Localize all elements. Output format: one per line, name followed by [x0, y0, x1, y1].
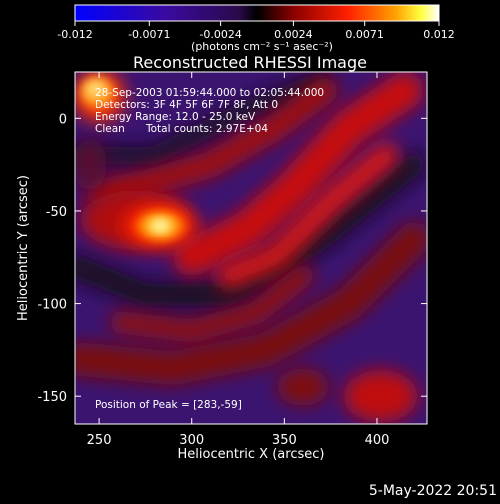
colorbar-tick-label: 0.012	[423, 28, 455, 41]
emission-band	[173, 72, 424, 276]
y-axis-label: Heliocentric Y (arcsec)	[16, 175, 31, 321]
x-tick-label: 350	[272, 433, 297, 448]
heatmap-image	[75, 72, 427, 423]
colorbar-tick-label: -0.0071	[128, 28, 170, 41]
colorbar-tick-label: -0.012	[57, 28, 92, 41]
emission-band	[86, 77, 339, 206]
emission-band	[75, 222, 427, 386]
emission-band	[75, 72, 331, 165]
x-tick-label: 400	[365, 433, 390, 448]
colorbar-tick-label: 0.0024	[274, 28, 313, 41]
emission-source	[276, 368, 329, 406]
y-tick-label: -100	[37, 298, 67, 313]
y-tick-label: -150	[37, 390, 67, 405]
x-tick-label: 250	[87, 433, 112, 448]
emission-band	[215, 142, 400, 289]
y-axis: 0 -50 -100 -150	[37, 112, 427, 405]
colorbar: -0.012 -0.0071 -0.0024 0.0024 0.0071 0.012 (p…	[57, 4, 455, 53]
emission-band	[75, 153, 426, 306]
emission-band	[110, 264, 315, 343]
plot-area	[74, 71, 428, 425]
x-axis-label: Heliocentric X (arcsec)	[178, 447, 325, 462]
emission-source	[343, 370, 418, 423]
colorbar-tick-label: -0.0024	[199, 28, 241, 41]
annotation-peak: Position of Peak = [283,-59]	[95, 399, 242, 411]
emission-source	[152, 220, 168, 232]
plot-frame	[74, 71, 428, 425]
x-tick-label: 300	[179, 433, 204, 448]
annotation-counts: Total counts: 2.97E+04	[145, 123, 268, 135]
footer-date: 5-May-2022 20:51	[369, 483, 497, 499]
colorbar-gradient	[74, 4, 440, 22]
emission-source	[75, 138, 107, 191]
colorbar-units-label: (photons cm⁻² s⁻¹ asec⁻²)	[191, 40, 333, 53]
annotation-method: Clean	[95, 123, 125, 135]
y-tick-label: 0	[59, 112, 67, 127]
x-axis: 250 300 350 400	[87, 72, 390, 448]
annotation-energy: Energy Range: 12.0 - 25.0 keV	[95, 111, 256, 123]
annotation-time: 28-Sep-2003 01:59:44.000 to 02:05:44.000	[95, 87, 324, 99]
annotations: 28-Sep-2003 01:59:44.000 to 02:05:44.000…	[95, 87, 324, 411]
colorbar-ticks: -0.012 -0.0071 -0.0024 0.0024 0.0071 0.012	[57, 21, 455, 41]
colorbar-tick-label: 0.0071	[345, 28, 384, 41]
chart-title: Reconstructed RHESSI Image	[133, 53, 367, 72]
emission-source	[86, 81, 105, 97]
annotation-detectors: Detectors: 3F 4F 5F 6F 7F 8F, Att 0	[95, 99, 278, 111]
y-tick-label: -50	[46, 205, 67, 220]
